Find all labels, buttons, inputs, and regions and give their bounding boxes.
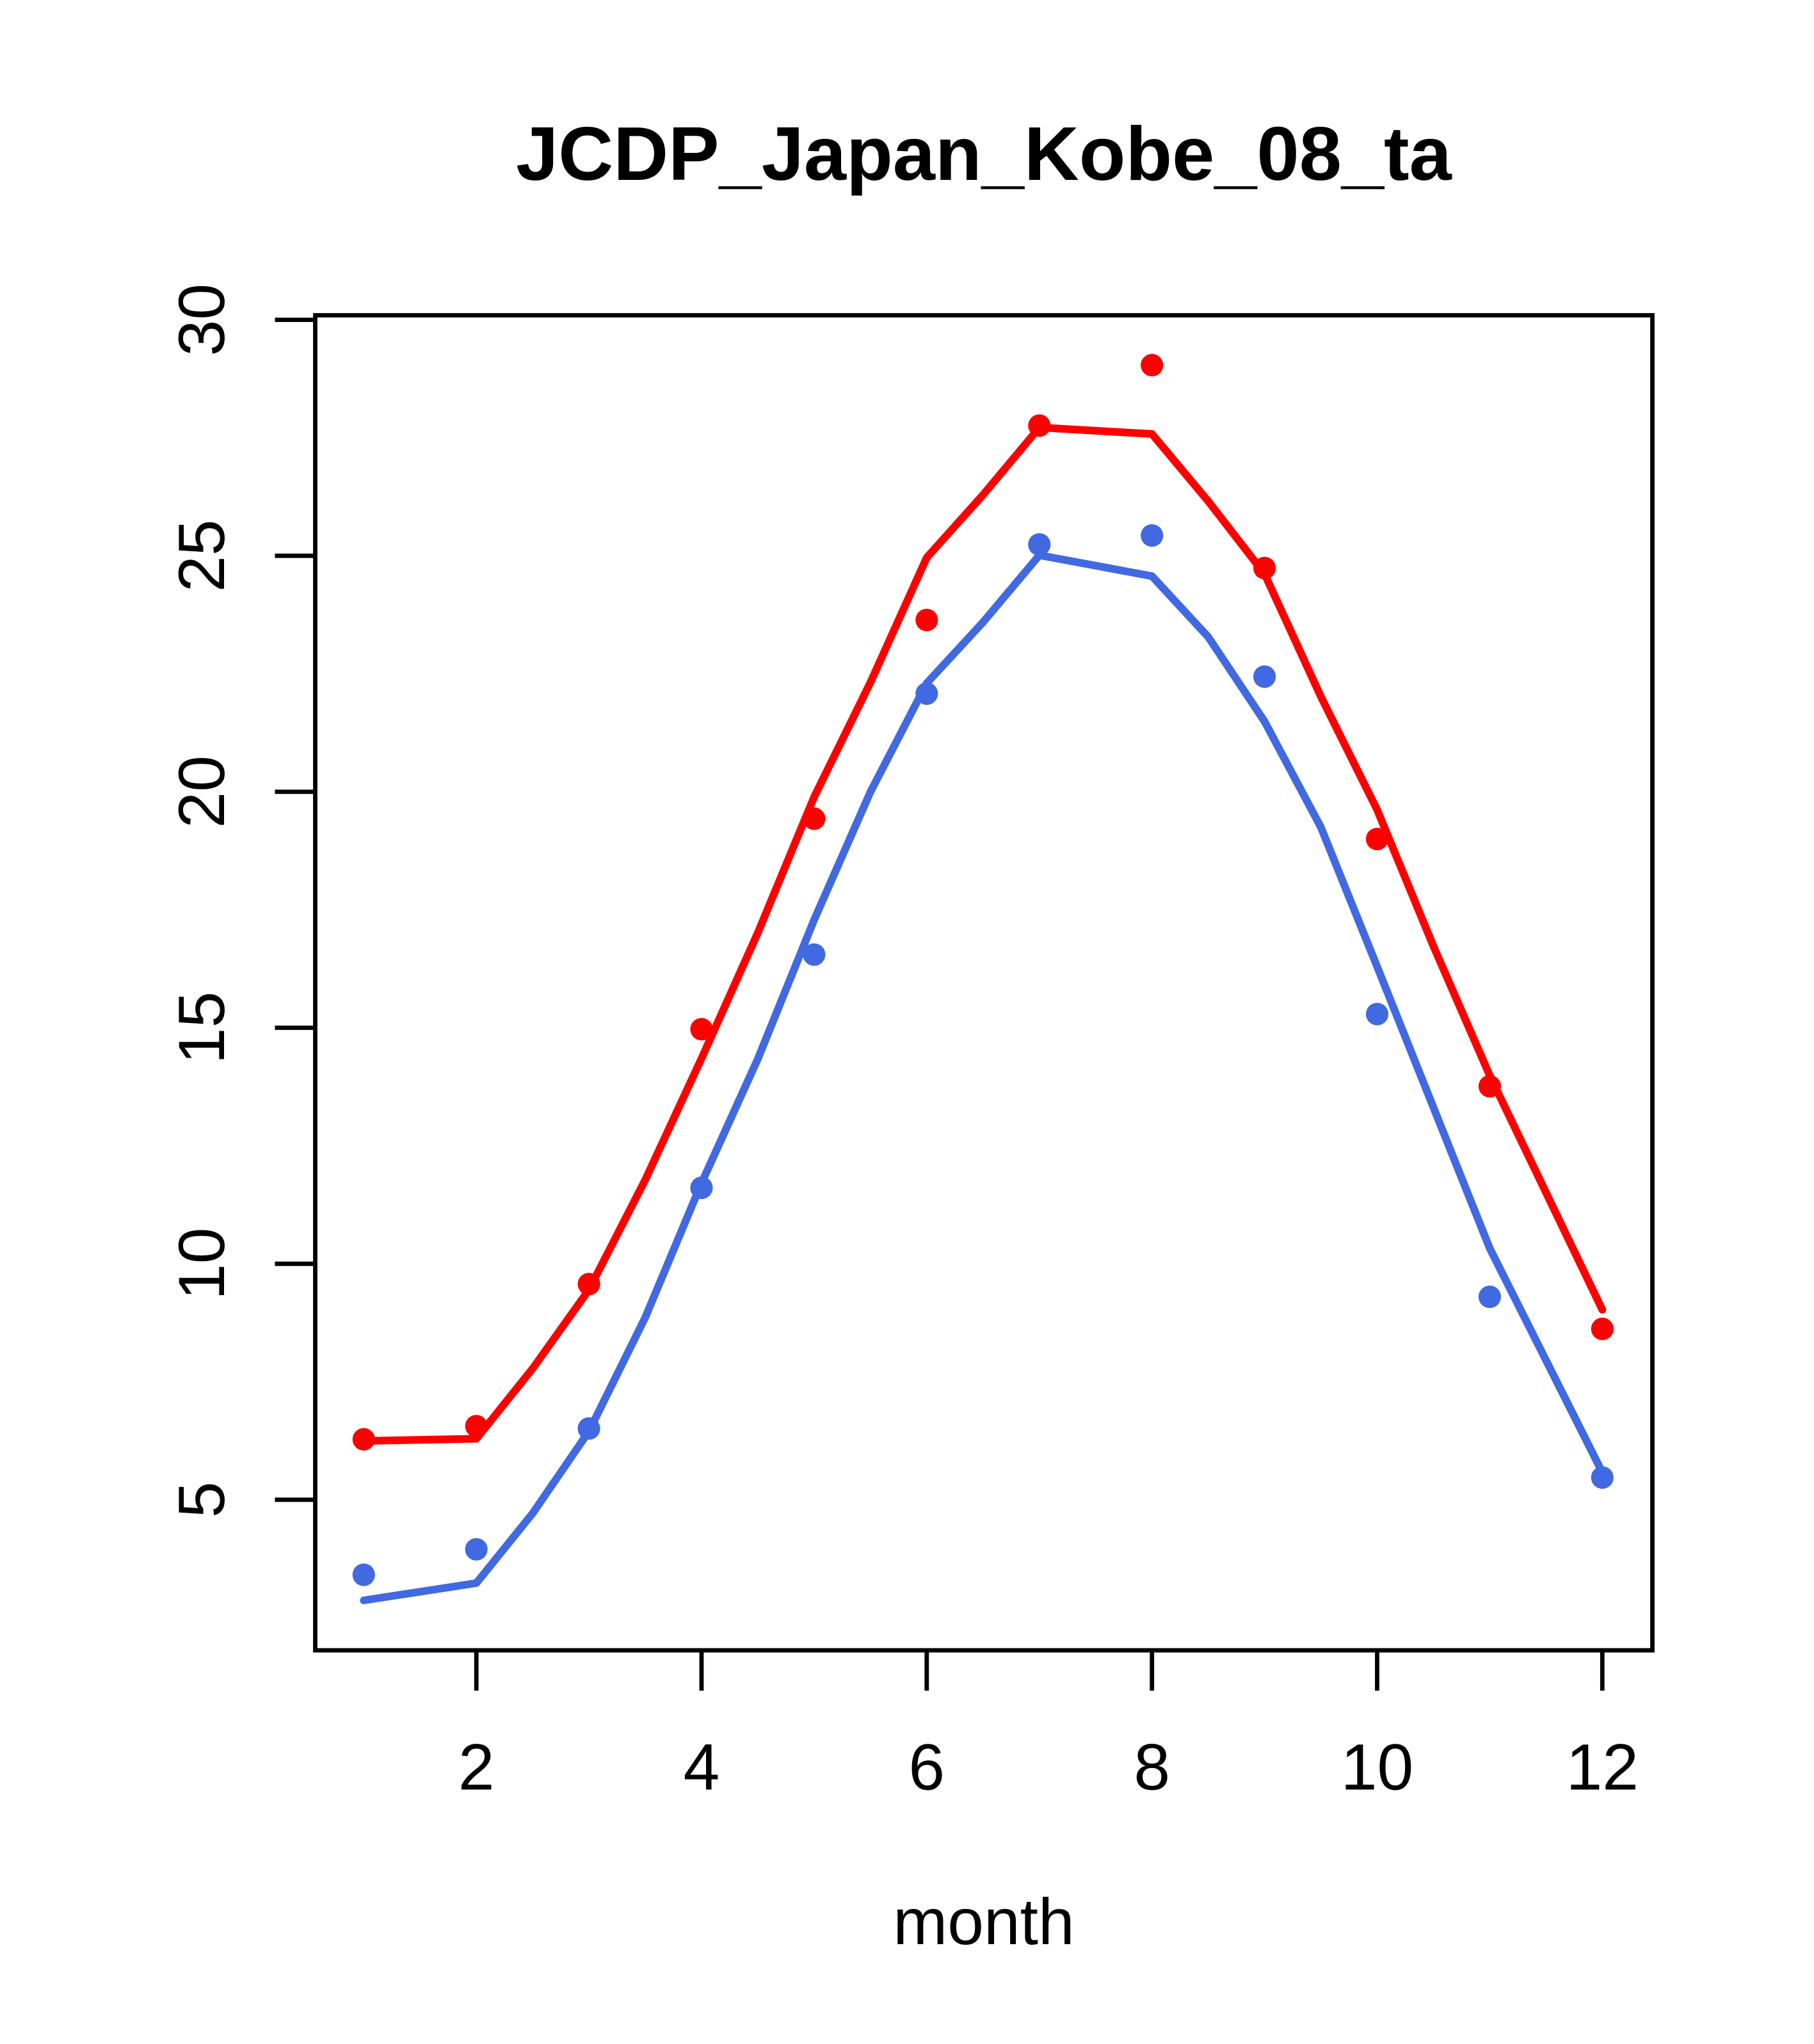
svg-text:6: 6 (908, 1731, 945, 1804)
svg-text:20: 20 (165, 755, 238, 828)
svg-text:5: 5 (165, 1481, 238, 1518)
svg-text:month: month (893, 1885, 1075, 1958)
svg-text:JCDP_Japan_Kobe_08_ta: JCDP_Japan_Kobe_08_ta (516, 111, 1452, 197)
svg-text:12: 12 (1566, 1731, 1639, 1804)
svg-text:4: 4 (684, 1731, 720, 1804)
svg-text:2: 2 (458, 1731, 495, 1804)
svg-text:8: 8 (1134, 1731, 1170, 1804)
svg-text:10: 10 (1341, 1731, 1413, 1804)
svg-text:15: 15 (165, 992, 238, 1064)
svg-text:30: 30 (165, 284, 238, 356)
svg-text:10: 10 (165, 1227, 238, 1300)
svg-text:25: 25 (165, 519, 238, 591)
